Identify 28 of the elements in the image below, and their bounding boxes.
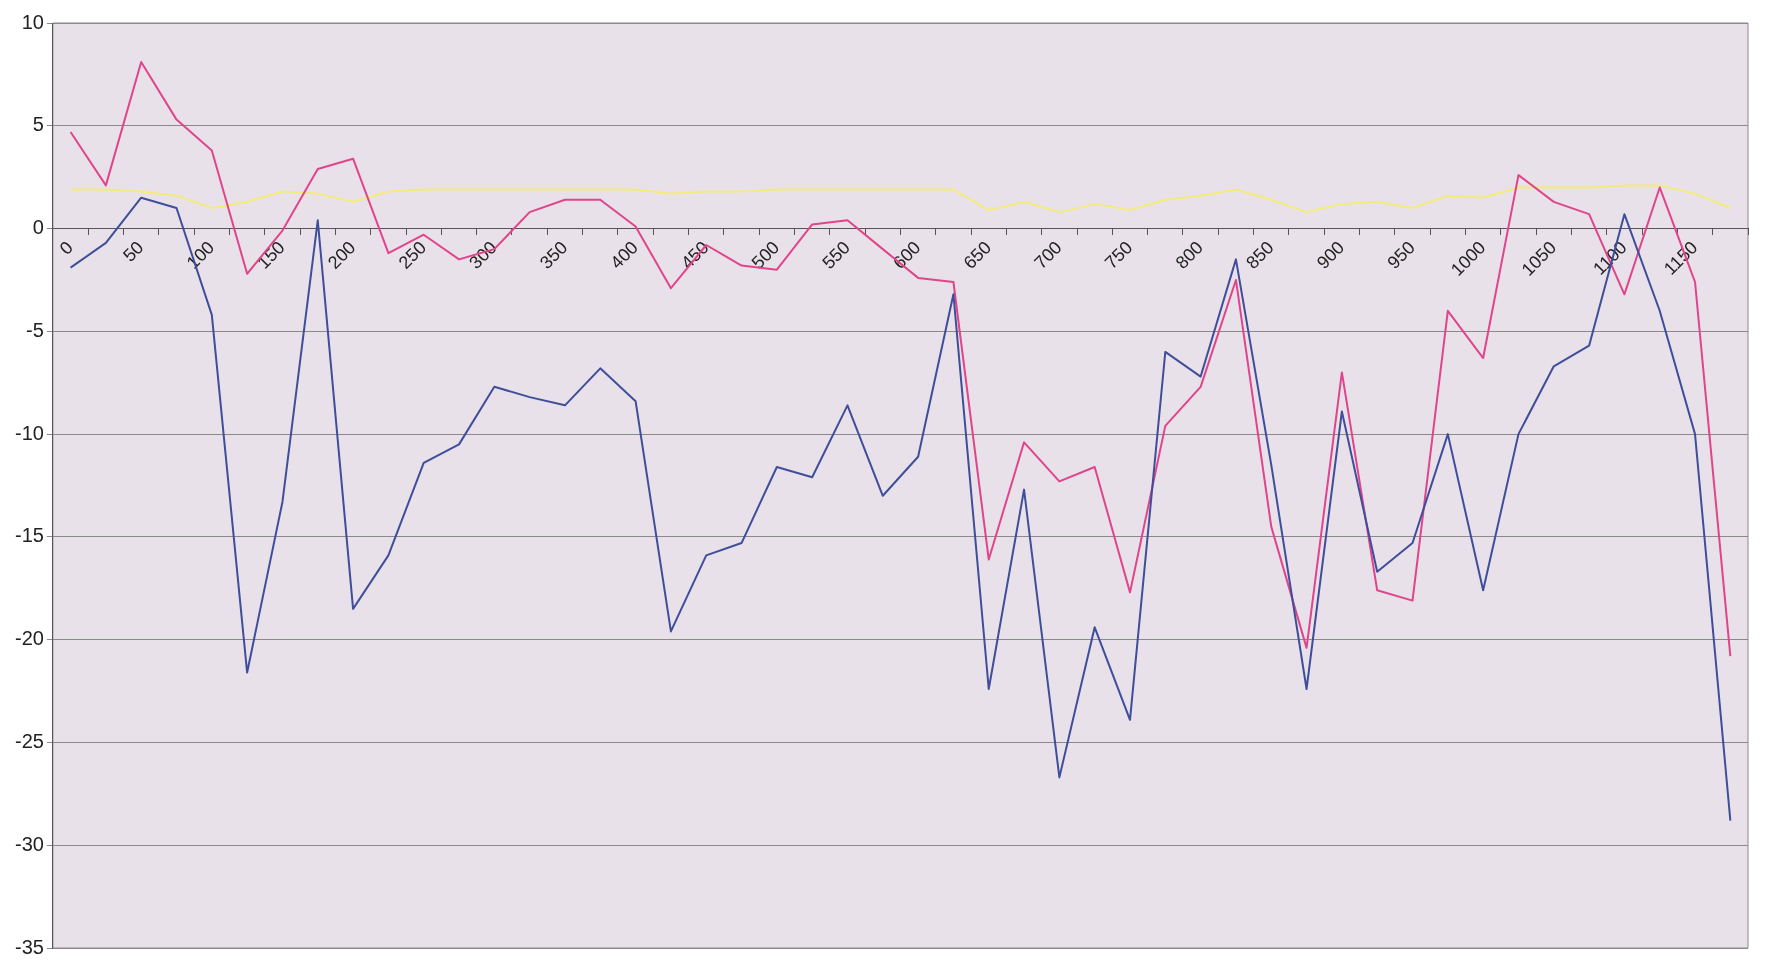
x-tick-label: 700 xyxy=(1030,237,1066,273)
y-tick-label: 5 xyxy=(32,113,44,136)
x-tick-label: 650 xyxy=(959,237,996,273)
x-tick-label: 800 xyxy=(1171,237,1207,273)
x-tick-label: 150 xyxy=(253,237,289,273)
x-tick-label: 400 xyxy=(606,237,642,273)
x-tick-label: 550 xyxy=(818,237,854,273)
y-tick-label: -5 xyxy=(26,318,44,341)
y-tick-label: -25 xyxy=(15,729,44,752)
x-tick-label: 900 xyxy=(1312,237,1349,273)
x-tick-label: 50 xyxy=(119,237,148,266)
y-tick-label: -15 xyxy=(15,524,44,547)
y-tick-label: 0 xyxy=(32,216,44,239)
x-tick-label: 850 xyxy=(1242,237,1278,273)
x-tick-label: 100 xyxy=(182,237,219,273)
x-tick-label: 600 xyxy=(889,237,925,273)
y-tick-label: -35 xyxy=(15,935,44,958)
x-tick-label: 350 xyxy=(535,237,572,273)
y-tick-label: -10 xyxy=(15,421,44,444)
x-tick-label: 0 xyxy=(55,237,77,259)
x-tick-label: 250 xyxy=(394,237,431,273)
x-tick-label: 500 xyxy=(747,237,784,273)
y-tick-label: -20 xyxy=(15,627,44,650)
x-tick-label: 200 xyxy=(324,237,360,273)
x-tick-label: 750 xyxy=(1100,237,1137,273)
x-tick-label: 950 xyxy=(1383,237,1419,273)
y-tick-label: 10 xyxy=(21,10,44,33)
y-tick-label: -30 xyxy=(15,832,44,855)
